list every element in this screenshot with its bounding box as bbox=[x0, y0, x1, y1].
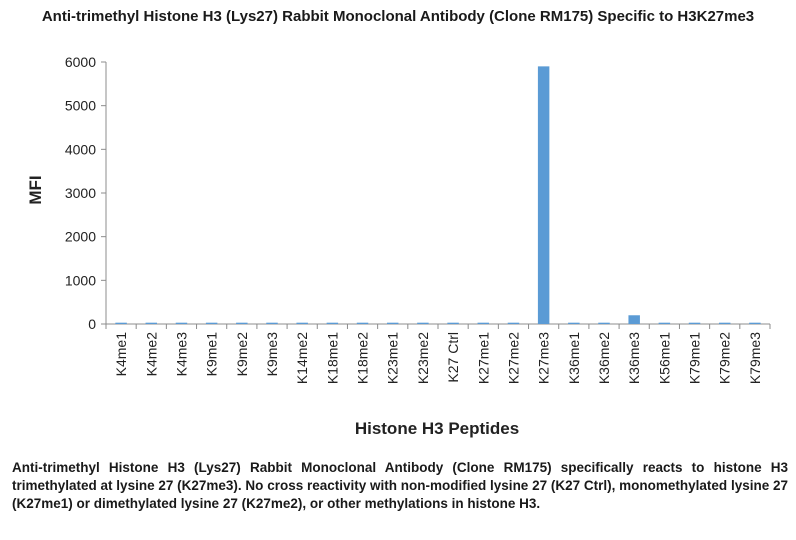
x-tick-label: K36me1 bbox=[566, 332, 582, 384]
y-tick-label: 3000 bbox=[65, 185, 96, 201]
x-tick-label: K36me3 bbox=[626, 332, 642, 384]
y-tick-label: 1000 bbox=[65, 272, 96, 288]
y-tick-label: 4000 bbox=[65, 141, 96, 157]
x-axis: K4me1 K4me2 K4me3 K9me1 K9me2 K9me3 K14me2 K18m… bbox=[105, 323, 771, 384]
bar-k56me1 bbox=[658, 322, 671, 324]
bar-k14me2 bbox=[296, 322, 308, 324]
x-tick-label: K4me1 bbox=[113, 332, 129, 377]
x-tick-label: K56me1 bbox=[656, 332, 672, 384]
x-tick-label: K18me1 bbox=[324, 332, 340, 384]
y-tick-label: 2000 bbox=[65, 229, 96, 245]
bar-k9me1 bbox=[205, 322, 218, 324]
x-tick-label: K14me2 bbox=[294, 332, 310, 384]
chart-title: Anti-trimethyl Histone H3 (Lys27) Rabbit… bbox=[41, 8, 755, 25]
x-tick-label: K27me2 bbox=[505, 332, 521, 384]
bar-k27me1 bbox=[477, 322, 490, 324]
bar-k27-ctrl bbox=[447, 322, 459, 324]
bar-k9me2 bbox=[236, 322, 248, 324]
y-tick-label: 5000 bbox=[65, 98, 96, 114]
bar-k79me2 bbox=[718, 322, 731, 324]
bar-k18me2 bbox=[356, 322, 369, 324]
bar-k36me2 bbox=[598, 322, 610, 324]
x-tick-label: K18me2 bbox=[355, 332, 371, 384]
figure-caption: Anti-trimethyl Histone H3 (Lys27) Rabbit… bbox=[12, 460, 788, 511]
bar-k79me1 bbox=[688, 322, 701, 324]
x-tick-label: K9me3 bbox=[264, 332, 280, 377]
bar-k79me3 bbox=[749, 322, 761, 324]
bar-k18me1 bbox=[326, 322, 339, 324]
x-tick-label: K27 Ctrl bbox=[445, 332, 461, 383]
x-tick-label: K23me2 bbox=[415, 332, 431, 384]
bar-k27me2 bbox=[507, 322, 520, 324]
x-tick-label: K4me3 bbox=[173, 332, 189, 377]
x-tick-label: K9me1 bbox=[204, 332, 220, 377]
bar-k4me1 bbox=[115, 322, 127, 324]
bar-k27me3 bbox=[537, 66, 550, 324]
x-tick-label: K4me2 bbox=[143, 332, 159, 377]
x-tick-label: K79me1 bbox=[687, 332, 703, 384]
x-tick-label: K79me2 bbox=[717, 332, 733, 384]
bar-k9me3 bbox=[266, 322, 278, 324]
bar-k4me3 bbox=[175, 322, 188, 324]
x-tick-label: K23me1 bbox=[385, 332, 401, 384]
x-tick-label: K27me3 bbox=[536, 332, 552, 384]
x-axis-title: Histone H3 Peptides bbox=[355, 419, 519, 438]
bar-k23me1 bbox=[386, 322, 399, 324]
bars bbox=[115, 66, 761, 324]
y-axis-title: MFI bbox=[26, 175, 45, 204]
x-tick-label: K79me3 bbox=[747, 332, 763, 384]
x-tick-label: K36me2 bbox=[596, 332, 612, 384]
bar-k4me2 bbox=[145, 322, 158, 324]
x-tick-label: K9me2 bbox=[234, 332, 250, 377]
bar-k36me3 bbox=[628, 315, 640, 324]
bar-k23me2 bbox=[417, 322, 429, 324]
y-axis: 0 1000 2000 3000 4000 5000 6000 bbox=[65, 54, 107, 332]
bar-k36me1 bbox=[568, 322, 580, 324]
y-tick-label: 6000 bbox=[65, 54, 96, 70]
x-tick-label: K27me1 bbox=[475, 332, 491, 384]
y-tick-label: 0 bbox=[88, 316, 96, 332]
